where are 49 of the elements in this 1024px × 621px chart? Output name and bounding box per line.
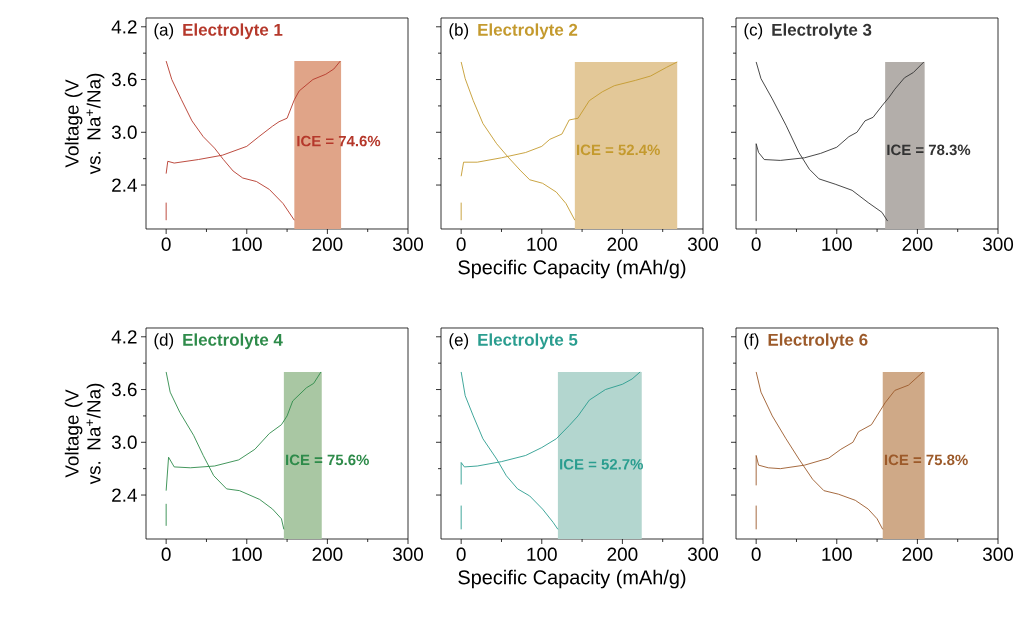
x-tick-label: 0: [751, 547, 761, 561]
x-tick-label: 300: [982, 547, 1014, 561]
x-tick-label: 100: [232, 237, 262, 251]
x-tick-label: 0: [161, 237, 171, 251]
chart-title: Electrolyte 6: [768, 333, 868, 350]
y-tick-label: 3.0: [111, 435, 137, 449]
x-tick-label: 200: [607, 237, 638, 251]
annotation: (e): [449, 333, 469, 350]
y-tick-label: 3.6: [111, 382, 137, 397]
x-tick-label: 200: [312, 237, 343, 251]
y-tick-label: 2.4: [112, 488, 137, 502]
x-tick-label: 0: [456, 547, 466, 561]
x-tick-label: 100: [822, 547, 852, 561]
x-tick-label: 200: [902, 237, 933, 251]
x-tick-label: 100: [527, 237, 557, 251]
x-tick-label: 300: [687, 237, 719, 251]
y-tick-label: 3.6: [111, 72, 137, 87]
annotation: (c): [744, 23, 763, 40]
chart-title: Electrolyte 4: [183, 333, 283, 350]
x-axis-title: Specific Capacity (mAh/g): [458, 259, 686, 279]
x-tick-label: 200: [607, 547, 638, 561]
x-axis-title: Specific Capacity (mAh/g): [458, 569, 686, 589]
chart-title: Electrolyte 5: [478, 333, 578, 350]
annotation: (d): [154, 333, 174, 350]
x-tick-label: 100: [822, 237, 852, 251]
y-tick-label: 3.0: [111, 125, 137, 139]
y-tick-label: 4.2: [111, 330, 137, 344]
x-tick-label: 300: [392, 547, 424, 561]
y-tick-label: 2.4: [112, 178, 137, 192]
annotation: ICE = 75.8%: [884, 454, 968, 466]
x-tick-label: 300: [687, 547, 719, 561]
annotation: (a): [154, 23, 174, 40]
x-tick-label: 300: [392, 237, 424, 251]
x-tick-label: 200: [902, 547, 933, 561]
x-tick-label: 0: [456, 237, 466, 251]
x-tick-label: 0: [751, 237, 761, 251]
x-tick-label: 300: [982, 237, 1014, 251]
x-tick-label: 200: [312, 547, 343, 561]
x-tick-label: 0: [161, 547, 171, 561]
annotation: ICE = 78.3%: [887, 144, 971, 156]
annotation: (b): [449, 23, 469, 40]
x-tick-label: 100: [527, 547, 557, 561]
chart-title: Electrolyte 1: [183, 23, 283, 40]
x-tick-label: 100: [232, 547, 262, 561]
annotation: (f): [744, 333, 759, 350]
y-tick-label: 4.2: [111, 20, 137, 34]
annotation: ICE = 52.4%: [577, 144, 660, 156]
chart-title: Electrolyte 2: [478, 23, 578, 40]
chart-title: Electrolyte 3: [772, 23, 872, 40]
